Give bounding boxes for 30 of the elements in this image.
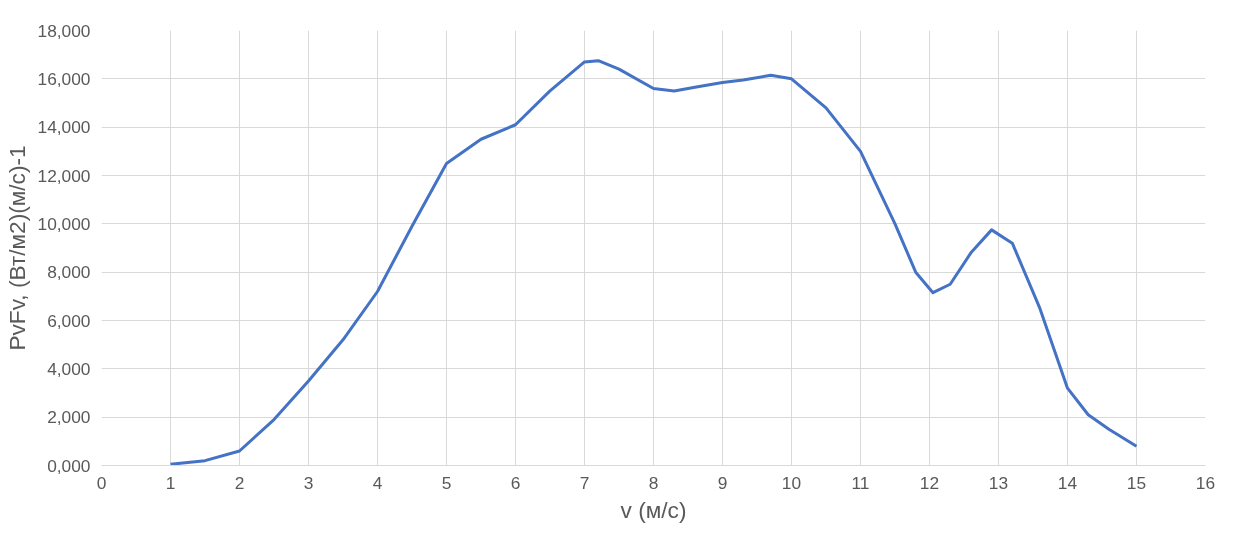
x-tick-label: 12 (919, 472, 940, 493)
x-tick-label: 8 (648, 472, 659, 493)
y-tick-label: 12,000 (37, 165, 91, 186)
y-tick-label: 2,000 (47, 407, 91, 428)
x-axis-title: v (м/с) (620, 496, 687, 523)
y-tick-label: 10,000 (37, 213, 91, 234)
x-tick-label: 5 (441, 472, 452, 493)
y-axis-title: PvFv, (Вт/м2)(м/с)-1 (3, 145, 30, 351)
x-tick-label: 13 (988, 472, 1009, 493)
x-tick-label: 1 (165, 472, 176, 493)
x-tick-label: 15 (1126, 472, 1147, 493)
x-tick-label: 16 (1195, 472, 1216, 493)
y-tick-label: 18,000 (37, 20, 91, 41)
y-tick-label: 14,000 (37, 117, 91, 138)
x-tick-label: 6 (510, 472, 521, 493)
x-tick-label: 0 (96, 472, 107, 493)
x-tick-label: 7 (579, 472, 590, 493)
y-tick-label: 8,000 (47, 262, 91, 283)
x-tick-label: 11 (851, 472, 870, 493)
x-tick-label: 14 (1057, 472, 1078, 493)
x-tick-label: 9 (717, 472, 728, 493)
line-series (169, 59, 1138, 466)
x-tick-label: 3 (303, 472, 314, 493)
x-tick-label: 4 (372, 472, 383, 493)
y-tick-label: 16,000 (37, 68, 91, 89)
y-tick-label: 0,000 (47, 455, 91, 476)
x-tick-label: 10 (781, 472, 802, 493)
x-tick-label: 2 (234, 472, 245, 493)
y-tick-label: 4,000 (47, 358, 91, 379)
y-tick-label: 6,000 (47, 310, 91, 331)
